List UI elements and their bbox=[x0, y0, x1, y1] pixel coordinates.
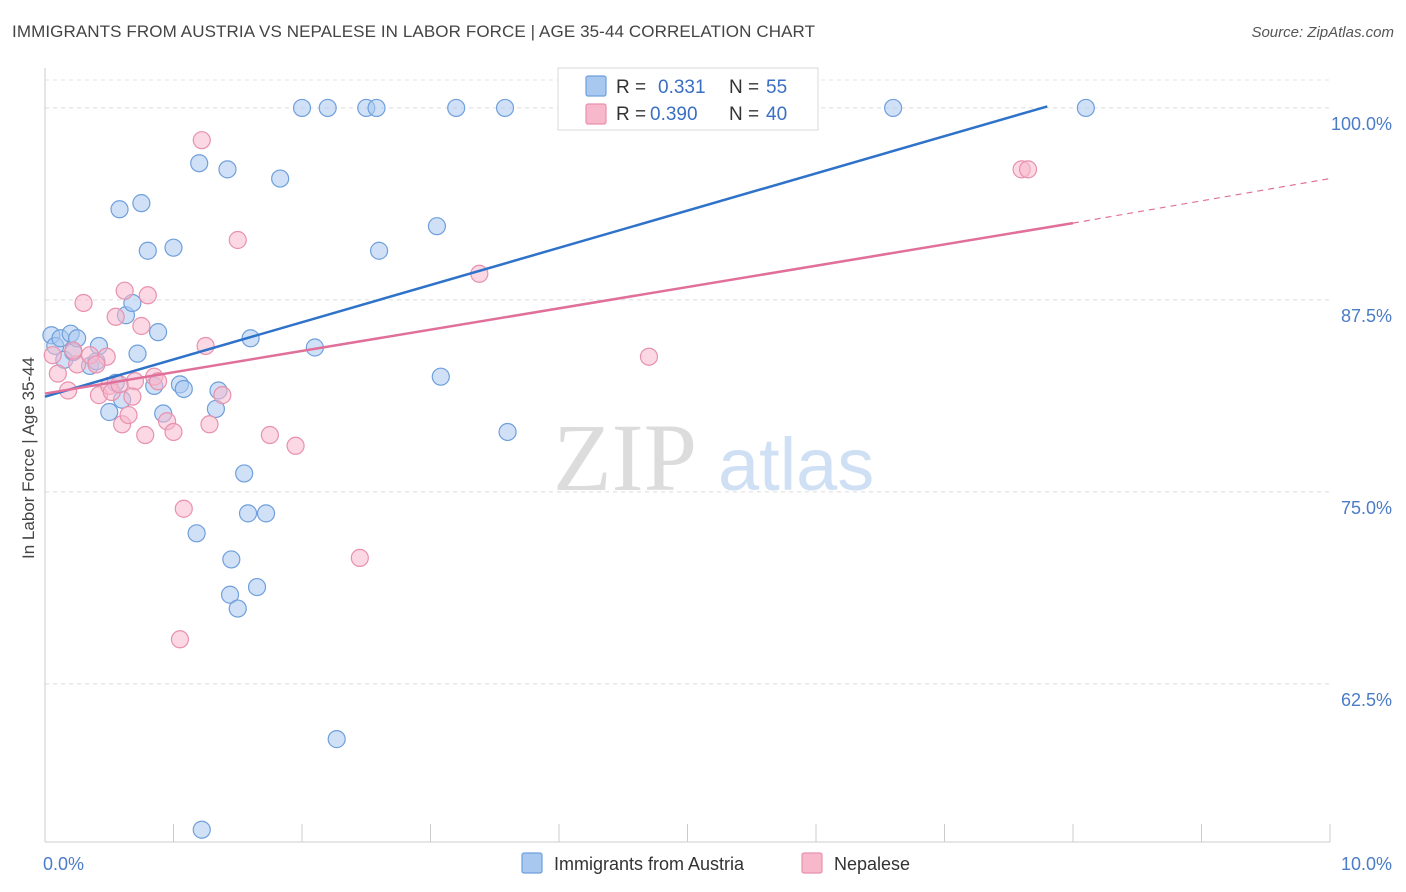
legend-r-label-austria: R = bbox=[616, 77, 646, 98]
point-nepal-12 bbox=[115, 281, 134, 300]
point-austria-37 bbox=[247, 577, 267, 597]
point-austria-50 bbox=[495, 98, 515, 118]
legend-swatch-nepal bbox=[585, 103, 607, 125]
point-nepal-17 bbox=[138, 286, 157, 305]
legend-swatch-austria bbox=[585, 75, 607, 97]
y-axis-label: In Labor Force | Age 35-44 bbox=[19, 357, 38, 559]
legend-n-value-austria: 55 bbox=[766, 77, 787, 98]
legend-n-label-nepal: N = bbox=[729, 104, 759, 125]
point-austria-13 bbox=[110, 200, 129, 219]
point-nepal-19 bbox=[148, 372, 168, 391]
y-tick-label-0: 62.5% bbox=[1341, 690, 1392, 710]
point-austria-48 bbox=[431, 367, 450, 386]
point-nepal-1 bbox=[48, 364, 67, 383]
point-austria-22 bbox=[164, 238, 183, 257]
x-tick-label-0: 0.0% bbox=[43, 854, 84, 874]
point-nepal-31 bbox=[350, 548, 369, 567]
trend-line-nepal-extension bbox=[1072, 177, 1331, 224]
point-austria-54 bbox=[1076, 98, 1095, 118]
point-austria-33 bbox=[222, 550, 241, 569]
y-tick-label-2: 87.5% bbox=[1341, 306, 1392, 326]
point-austria-27 bbox=[192, 820, 211, 839]
point-nepal-26 bbox=[200, 415, 219, 434]
point-austria-25 bbox=[187, 524, 206, 543]
point-nepal-24 bbox=[192, 131, 211, 150]
point-austria-24 bbox=[174, 379, 193, 399]
point-austria-35 bbox=[238, 504, 258, 523]
point-austria-10 bbox=[100, 402, 119, 422]
point-austria-18 bbox=[138, 241, 157, 260]
point-nepal-37 bbox=[87, 355, 106, 374]
point-nepal-0 bbox=[43, 346, 62, 365]
point-nepal-39 bbox=[123, 387, 142, 406]
point-austria-42 bbox=[318, 98, 337, 118]
point-nepal-15 bbox=[132, 316, 151, 336]
point-austria-43 bbox=[327, 730, 346, 749]
y-tick-label-1: 75.0% bbox=[1341, 498, 1392, 518]
point-austria-51 bbox=[498, 422, 517, 442]
legend-n-label-austria: N = bbox=[729, 77, 759, 98]
chart-title: IMMIGRANTS FROM AUSTRIA VS NEPALESE IN L… bbox=[12, 22, 816, 41]
trend-line-nepal bbox=[44, 221, 1074, 395]
legend-n-value-nepal: 40 bbox=[766, 104, 787, 125]
point-nepal-28 bbox=[228, 230, 247, 250]
tick-labels: 62.5% 75.0% 87.5% 100.0% 0.0% 10.0% bbox=[43, 114, 1392, 874]
axes bbox=[44, 68, 1331, 843]
x-tick-label-1: 10.0% bbox=[1341, 854, 1392, 874]
legend-r-label-nepal: R = bbox=[616, 104, 646, 125]
watermark-atlas: atlas bbox=[718, 423, 874, 506]
point-austria-26 bbox=[190, 154, 209, 173]
stats-legend: R = 0.331 N = 55 R = 0.390 N = 40 bbox=[557, 67, 819, 131]
legend-r-value-nepal: 0.390 bbox=[650, 104, 698, 125]
point-austria-47 bbox=[427, 217, 447, 236]
point-nepal-30 bbox=[286, 436, 305, 455]
watermark-zip: ZIP bbox=[553, 404, 697, 511]
bottom-legend-swatch-austria bbox=[521, 852, 543, 874]
point-austria-49 bbox=[447, 98, 466, 118]
bottom-legend-swatch-nepal bbox=[801, 852, 823, 874]
point-nepal-10 bbox=[106, 307, 125, 326]
point-austria-39 bbox=[271, 169, 290, 188]
point-nepal-35 bbox=[1018, 160, 1038, 179]
point-nepal-4 bbox=[74, 293, 93, 313]
point-nepal-21 bbox=[164, 422, 183, 442]
point-nepal-23 bbox=[174, 499, 193, 518]
series-legend: Immigrants from Austria Nepalese bbox=[521, 852, 910, 874]
point-austria-17 bbox=[132, 194, 151, 213]
point-austria-45 bbox=[367, 98, 386, 118]
point-austria-30 bbox=[218, 160, 237, 179]
point-austria-20 bbox=[148, 323, 168, 342]
y-tick-label-3: 100.0% bbox=[1331, 114, 1392, 134]
point-austria-16 bbox=[128, 344, 147, 363]
point-austria-46 bbox=[370, 241, 389, 260]
point-nepal-36 bbox=[64, 341, 83, 360]
trend-line-austria bbox=[44, 105, 1048, 398]
series-nepal-points bbox=[43, 131, 1038, 649]
point-nepal-22 bbox=[170, 630, 190, 649]
bottom-legend-label-austria: Immigrants from Austria bbox=[554, 854, 745, 874]
point-nepal-38 bbox=[110, 375, 129, 394]
bottom-legend-label-nepal: Nepalese bbox=[834, 854, 910, 874]
point-austria-40 bbox=[292, 98, 312, 118]
point-nepal-14 bbox=[125, 372, 145, 391]
point-nepal-33 bbox=[639, 347, 659, 366]
trend-lines bbox=[44, 105, 1331, 398]
point-austria-38 bbox=[256, 504, 276, 523]
point-austria-31 bbox=[220, 585, 240, 604]
point-nepal-13 bbox=[119, 405, 138, 425]
point-austria-53 bbox=[883, 98, 903, 118]
point-nepal-29 bbox=[260, 425, 279, 445]
point-nepal-16 bbox=[136, 425, 155, 445]
legend-r-value-austria: 0.331 bbox=[658, 77, 706, 98]
point-nepal-27 bbox=[213, 386, 232, 405]
source-credit: Source: ZipAtlas.com bbox=[1251, 24, 1394, 41]
point-austria-34 bbox=[235, 464, 254, 483]
point-austria-32 bbox=[228, 599, 247, 618]
